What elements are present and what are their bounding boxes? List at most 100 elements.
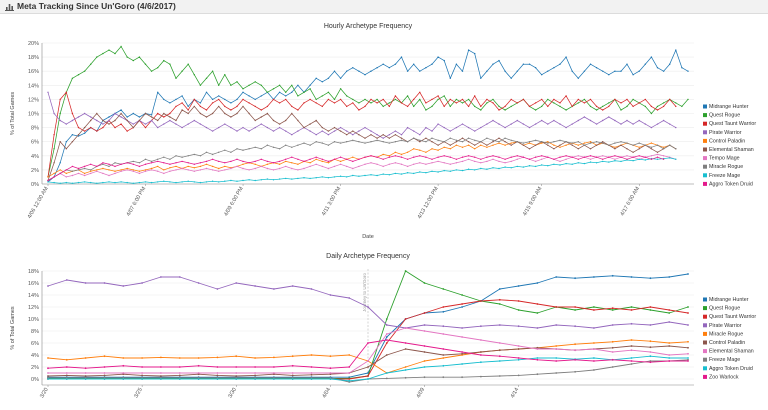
hourly-data-point [96,169,98,171]
hourly-data-point [77,116,80,118]
hourly-data-point [394,155,397,157]
daily-data-point [461,306,463,308]
hourly-data-point [102,119,104,122]
hourly-data-point [431,137,433,139]
hourly-data-point [175,181,177,184]
hourly-data-point [534,123,537,125]
hourly-data-point [266,144,269,146]
hourly-data-point [583,102,586,104]
hourly-data-point [461,98,464,101]
hourly-data-point [352,156,354,158]
hourly-data-point [236,81,238,83]
hourly-data-point [59,141,61,143]
bar-chart-icon [5,4,14,11]
hourly-data-point [260,165,262,168]
hourly-data-point [242,88,244,90]
hourly-data-point [260,123,262,125]
daily-y-tick-label: 16% [28,281,39,287]
hourly-data-point [425,126,427,129]
hourly-data-point [382,158,384,160]
daily-data-point [367,366,369,368]
hourly-data-point [218,181,220,183]
hourly-data-point [83,130,86,132]
hourly-data-point [126,162,128,164]
hourly-data-point [571,123,573,125]
daily-data-point [611,274,614,277]
hourly-data-point [675,148,677,150]
hourly-data-point [71,134,74,136]
hourly-data-point [614,148,616,150]
hourly-data-point [218,167,220,170]
hourly-data-point [626,119,628,122]
daily-data-point [480,351,482,353]
hourly-data-point [400,137,403,139]
hourly-data-point [516,119,518,122]
hourly-data-point [175,77,177,79]
hourly-data-point [394,172,397,175]
daily-data-point [254,366,256,368]
hourly-data-point [492,141,494,143]
daily-data-point [197,357,200,359]
hourly-data-point [144,170,147,172]
daily-data-point [65,366,68,368]
daily-data-point [442,325,445,328]
hourly-y-tick-label: 14% [28,83,39,89]
daily-data-point [47,372,49,374]
hourly-legend-label: Freeze Mage [709,173,740,179]
hourly-data-point [534,160,537,163]
daily-data-point [630,360,633,362]
hourly-legend-swatch [703,164,707,169]
hourly-data-point [291,156,293,158]
daily-data-point [461,363,463,365]
hourly-data-point [339,130,342,132]
daily-data-point [423,282,426,284]
hourly-data-point [681,105,683,108]
daily-data-point [216,356,219,359]
daily-data-point [442,357,445,359]
hourly-data-point [138,56,141,58]
daily-data-point [687,357,689,359]
daily-data-point [630,349,633,352]
hourly-data-point [559,156,561,158]
hourly-data-point [199,155,202,157]
hourly-data-point [498,137,500,139]
hourly-data-point [242,163,244,165]
hourly-data-point [248,162,250,164]
hourly-data-point [157,181,159,183]
hourly-data-point [406,141,409,143]
hourly-data-point [565,56,567,58]
hourly-data-point [352,67,354,69]
hourly-data-point [541,119,543,122]
daily-data-point [423,324,426,326]
daily-legend-swatch [703,366,707,371]
daily-data-point [498,303,501,305]
hourly-data-point [437,156,439,158]
hourly-data-point [455,126,458,129]
hourly-data-point [504,70,506,72]
hourly-data-point [272,162,275,164]
hourly-data-point [278,163,281,165]
hourly-data-point [303,102,305,104]
hourly-data-point [242,149,244,151]
hourly-data-point [595,67,598,69]
hourly-data-point [224,74,226,76]
hourly-data-point [181,70,183,72]
hourly-data-point [638,102,640,104]
hourly-data-point [656,105,659,108]
hourly-data-point [376,139,378,141]
hourly-data-point [339,175,342,177]
daily-data-point [273,356,275,359]
hourly-data-point [370,155,372,157]
hourly-data-point [376,137,378,139]
hourly-data-point [632,98,634,101]
hourly-data-point [589,119,592,122]
hourly-data-point [431,148,433,150]
hourly-data-point [138,162,141,164]
daily-data-point [517,345,520,347]
hourly-data-point [303,142,305,144]
hourly-data-point [358,141,360,143]
daily-data-point [310,288,313,290]
hourly-data-point [431,141,433,143]
daily-data-point [442,354,445,356]
hourly-data-point [400,56,403,58]
